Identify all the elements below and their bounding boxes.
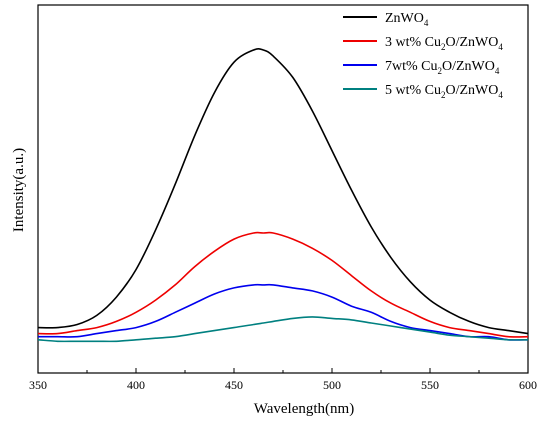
x-axis-label: Wavelength(nm) — [254, 401, 354, 417]
series-line-4 — [37, 316, 529, 343]
series-line-2 — [37, 231, 529, 338]
series-line-3 — [38, 283, 529, 341]
legend-item-4: 5 wt% Cu2O/ZnWO4 — [343, 83, 503, 100]
series-line-1 — [37, 48, 529, 335]
x-tick-label: 550 — [421, 378, 439, 392]
legend-item-1: ZnWO4 — [343, 11, 429, 28]
x-tick-label: 400 — [127, 378, 145, 392]
x-tick-label: 500 — [323, 378, 341, 392]
legend-label: ZnWO4 — [385, 11, 429, 28]
legend-label: 5 wt% Cu2O/ZnWO4 — [385, 83, 503, 100]
y-axis-label: Intensity(a.u.) — [11, 148, 27, 232]
legend-label: 7wt% Cu2O/ZnWO4 — [385, 59, 500, 76]
legend-item-3: 7wt% Cu2O/ZnWO4 — [343, 59, 500, 76]
legend: ZnWO4 3 wt% Cu2O/ZnWO4 7wt% Cu2O/ZnWO4 5 wt… — [343, 11, 503, 100]
x-tick-label: 600 — [519, 378, 537, 392]
legend-item-2: 3 wt% Cu2O/ZnWO4 — [343, 35, 503, 52]
x-axis: 350 400 450 500 550 600 — [29, 368, 537, 392]
x-tick-label: 450 — [225, 378, 243, 392]
x-tick-label: 350 — [29, 378, 47, 392]
legend-label: 3 wt% Cu2O/ZnWO4 — [385, 35, 503, 52]
series-layer — [37, 48, 529, 343]
